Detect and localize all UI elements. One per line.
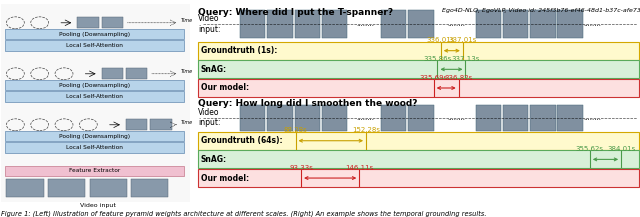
Text: 336.82s: 336.82s <box>445 75 473 81</box>
Bar <box>240 105 266 131</box>
Text: 335.69s: 335.69s <box>420 75 448 81</box>
Text: Our model:: Our model: <box>201 174 249 182</box>
Bar <box>5 40 184 51</box>
Text: ........: ........ <box>583 115 601 121</box>
Bar <box>150 119 172 130</box>
Text: 88.28s: 88.28s <box>284 127 307 133</box>
Bar <box>322 105 348 131</box>
Text: 355.62s: 355.62s <box>576 146 604 152</box>
Bar <box>102 17 123 28</box>
Bar <box>5 142 184 153</box>
Text: ........: ........ <box>447 115 465 121</box>
Text: Time: Time <box>180 69 193 74</box>
Bar <box>381 10 406 38</box>
Bar <box>131 179 168 197</box>
Bar <box>90 179 127 197</box>
Text: Video
input:: Video input: <box>198 108 221 127</box>
Bar <box>126 119 147 130</box>
Bar <box>408 10 433 38</box>
Bar <box>530 105 556 131</box>
Bar <box>503 10 528 38</box>
Text: 152.28s: 152.28s <box>352 127 380 133</box>
Bar <box>198 132 639 150</box>
Bar <box>294 10 320 38</box>
Text: Query: Where did I put the T-spanner?: Query: Where did I put the T-spanner? <box>198 8 394 16</box>
Text: Groundtruth (1s):: Groundtruth (1s): <box>201 46 277 55</box>
Bar <box>530 10 556 38</box>
Bar <box>48 179 85 197</box>
Bar <box>381 105 406 131</box>
Text: Figure 1: (Left) Illustration of feature pyramid weights architecture at differe: Figure 1: (Left) Illustration of feature… <box>1 210 486 217</box>
Text: 337.01s: 337.01s <box>449 37 477 43</box>
Text: 93.33s: 93.33s <box>289 165 313 171</box>
Bar <box>557 105 583 131</box>
Bar <box>198 79 639 97</box>
Bar <box>268 10 292 38</box>
Bar <box>476 10 501 38</box>
Bar <box>5 131 184 141</box>
Text: Video
input:: Video input: <box>198 14 221 34</box>
Text: 337.13s: 337.13s <box>451 56 479 62</box>
Text: Pooling (Downsampling): Pooling (Downsampling) <box>59 83 131 88</box>
Text: Local Self-Attention: Local Self-Attention <box>67 94 123 99</box>
Text: ........: ........ <box>583 21 601 27</box>
Bar <box>5 166 184 176</box>
Bar <box>408 105 433 131</box>
Text: 336.01s: 336.01s <box>427 37 455 43</box>
Bar <box>294 105 320 131</box>
Text: Pooling (Downsampling): Pooling (Downsampling) <box>59 32 131 37</box>
Text: 335.86s: 335.86s <box>424 56 452 62</box>
Bar <box>5 80 184 90</box>
Bar <box>476 105 501 131</box>
Bar <box>198 60 639 78</box>
Text: Feature Extractor: Feature Extractor <box>69 168 120 173</box>
Text: Groundtruth (64s):: Groundtruth (64s): <box>201 136 283 145</box>
Text: Local Self-Attention: Local Self-Attention <box>67 43 123 48</box>
Text: SnAG:: SnAG: <box>201 65 227 74</box>
Text: Time: Time <box>180 18 193 23</box>
Text: Query: How long did I smoothen the wood?: Query: How long did I smoothen the wood? <box>198 99 418 108</box>
Bar <box>1 4 190 202</box>
Bar <box>198 150 639 168</box>
Bar <box>6 179 44 197</box>
Bar <box>240 10 266 38</box>
Text: 146.11s: 146.11s <box>345 165 373 171</box>
Text: Pooling (Downsampling): Pooling (Downsampling) <box>59 134 131 139</box>
Bar <box>5 29 184 39</box>
Bar <box>557 10 583 38</box>
Text: Ego4D-NLQ, EgoVLP, Video id: 245f3b76-ef46-48d1-b37c-afe73efbf1cf: Ego4D-NLQ, EgoVLP, Video id: 245f3b76-ef… <box>442 8 640 13</box>
Bar <box>198 42 639 60</box>
Bar <box>268 105 292 131</box>
Text: Local Self-Attention: Local Self-Attention <box>67 145 123 150</box>
Text: SnAG:: SnAG: <box>201 155 227 164</box>
Bar <box>503 105 528 131</box>
Text: Our model:: Our model: <box>201 84 249 92</box>
Bar <box>322 10 348 38</box>
Text: ........: ........ <box>447 21 465 27</box>
Bar <box>126 68 147 79</box>
Text: 384.01s: 384.01s <box>607 146 636 152</box>
Bar <box>198 169 639 187</box>
Bar <box>5 91 184 102</box>
Bar <box>102 68 123 79</box>
Text: ........: ........ <box>356 21 374 27</box>
Text: Video input: Video input <box>79 203 116 208</box>
Text: Time: Time <box>180 120 193 125</box>
Text: ........: ........ <box>356 115 374 121</box>
Bar <box>77 17 99 28</box>
